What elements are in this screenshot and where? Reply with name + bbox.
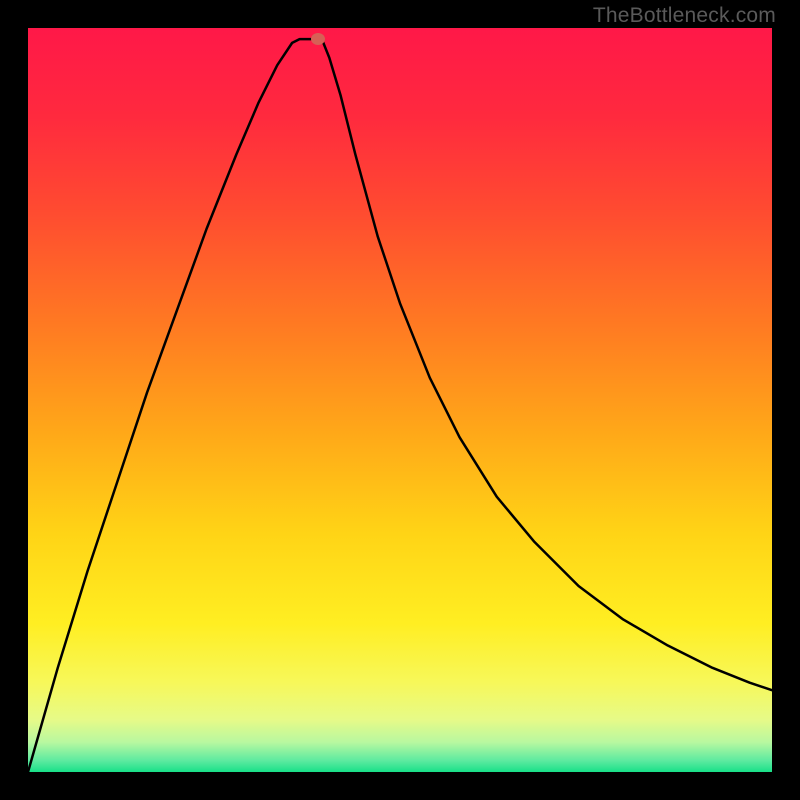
watermark-text: TheBottleneck.com [593, 4, 776, 28]
curve-path [28, 39, 772, 772]
plot-area [28, 28, 772, 772]
optimum-marker [311, 33, 325, 45]
bottleneck-curve [28, 28, 772, 772]
plot-frame [0, 0, 800, 800]
